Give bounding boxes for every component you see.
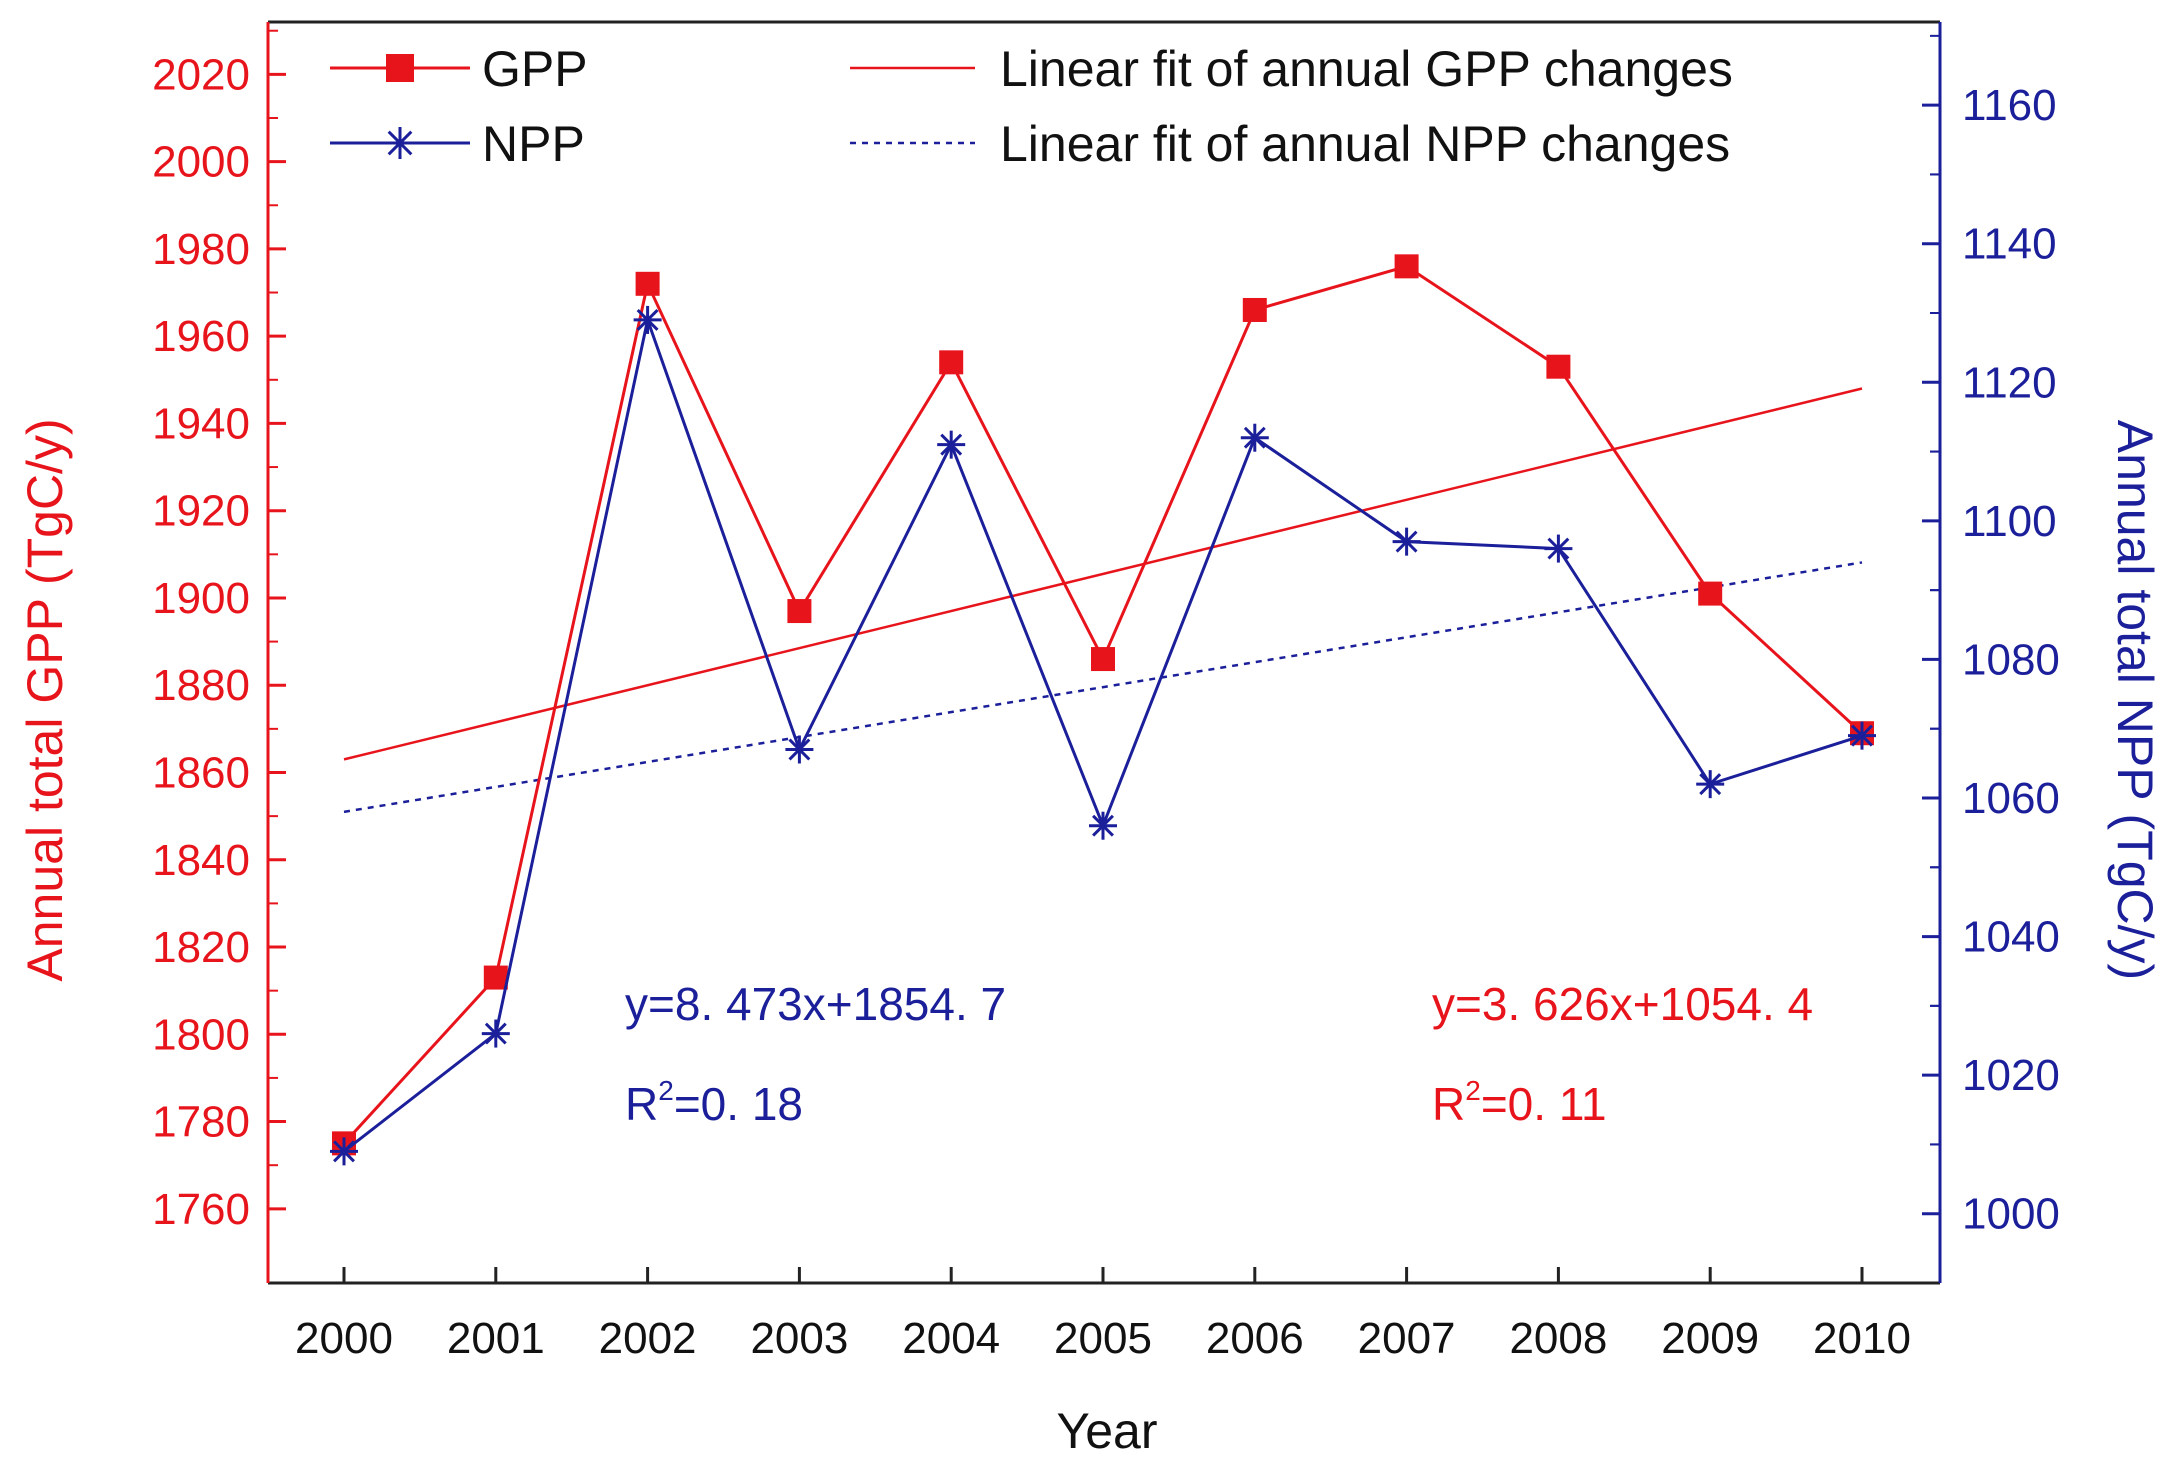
gpp-point-2003 xyxy=(787,599,812,624)
npp-point-2004 xyxy=(937,430,966,459)
x-tick-label: 2003 xyxy=(750,1314,848,1363)
left-tick-label: 1780 xyxy=(152,1098,250,1147)
gpp-point-2001 xyxy=(483,965,508,990)
right-tick-label: 1040 xyxy=(1962,913,2060,962)
npp-point-2003 xyxy=(785,735,814,764)
npp-point-2010 xyxy=(1848,721,1876,750)
axes: 2000 2001 2002 2003 2004 2005 2006 2007 2008 2009… xyxy=(152,20,2060,1363)
left-tick-label: 1940 xyxy=(152,399,250,448)
left-tick-label: 2020 xyxy=(152,50,250,99)
left-tick-label: 1900 xyxy=(152,574,250,623)
x-tick-label: 2001 xyxy=(447,1314,545,1363)
left-tick-label: 1820 xyxy=(152,923,250,972)
left-tick-label: 1960 xyxy=(152,312,250,361)
right-tick-label: 1120 xyxy=(1962,358,2057,407)
legend: GPP NPP Linear fit of annual GPP changes… xyxy=(330,41,1733,172)
x-axis-title: Year xyxy=(1056,1403,1157,1459)
left-tick-label: 2000 xyxy=(152,138,250,187)
x-tick-label: 2010 xyxy=(1813,1314,1911,1363)
legend-label-npp: NPP xyxy=(482,116,585,172)
right-tick-label: 1160 xyxy=(1962,81,2057,130)
left-tick-label: 1840 xyxy=(152,836,250,885)
left-tick-label: 1860 xyxy=(152,748,250,797)
gpp-point-2008 xyxy=(1546,354,1571,379)
legend-asterisk-icon xyxy=(384,127,416,159)
npp-fit-line xyxy=(343,561,1863,814)
npp-point-2001 xyxy=(481,1019,510,1048)
right-tick-label: 1060 xyxy=(1962,774,2060,823)
legend-item-gpp: GPP xyxy=(330,41,588,97)
npp-fit-r-squared: R2=0. 18 xyxy=(625,1075,803,1130)
x-tick-label: 2005 xyxy=(1054,1314,1152,1363)
legend-item-npp: NPP xyxy=(330,116,585,172)
x-tick-label: 2004 xyxy=(902,1314,1000,1363)
right-tick-label: 1000 xyxy=(1962,1190,2060,1239)
left-axis-title: Annual total GPP (TgC/y) xyxy=(17,418,73,981)
legend-label-npp-fit: Linear fit of annual NPP changes xyxy=(1000,116,1730,172)
fit-lines xyxy=(343,387,1863,814)
right-tick-label: 1080 xyxy=(1962,635,2060,684)
gpp-point-2006 xyxy=(1242,297,1267,322)
npp-point-2005 xyxy=(1089,811,1117,840)
gpp-fit-line xyxy=(343,387,1863,761)
npp-point-2008 xyxy=(1544,534,1573,563)
x-tick-label: 2000 xyxy=(295,1314,393,1363)
npp-point-2002 xyxy=(633,305,662,334)
npp-point-2000 xyxy=(330,1137,358,1166)
gpp-point-2007 xyxy=(1394,254,1419,279)
x-tick-label: 2009 xyxy=(1661,1314,1759,1363)
right-tick-label: 1100 xyxy=(1962,497,2057,546)
npp-fit-equation: y=8. 473x+1854. 7 xyxy=(625,978,1006,1030)
npp-point-2006 xyxy=(1240,423,1269,452)
x-tick-label: 2007 xyxy=(1358,1314,1456,1363)
legend-item-gpp-fit: Linear fit of annual GPP changes xyxy=(850,41,1733,97)
x-tick-label: 2008 xyxy=(1509,1314,1607,1363)
right-tick-label: 1140 xyxy=(1962,220,2057,269)
npp-point-2007 xyxy=(1392,527,1421,556)
gpp-fit-equation: y=3. 626x+1054. 4 xyxy=(1432,978,1813,1030)
legend-item-npp-fit: Linear fit of annual NPP changes xyxy=(850,116,1730,172)
left-tick-label: 1980 xyxy=(152,225,250,274)
left-tick-label: 1880 xyxy=(152,661,250,710)
gpp-point-2005 xyxy=(1091,647,1115,672)
left-tick-label: 1760 xyxy=(152,1185,250,1234)
right-axis-title: Annual total NPP (TgC/y) xyxy=(2107,420,2163,980)
gpp-fit-r-squared: R2=0. 11 xyxy=(1432,1075,1607,1130)
gpp-point-2004 xyxy=(939,350,964,375)
gpp-point-2002 xyxy=(635,271,660,296)
x-tick-label: 2006 xyxy=(1206,1314,1304,1363)
legend-marker-npp xyxy=(384,127,416,159)
left-tick-label: 1920 xyxy=(152,487,250,536)
legend-label-gpp: GPP xyxy=(482,41,588,97)
left-tick-label: 1800 xyxy=(152,1010,250,1059)
right-tick-label: 1020 xyxy=(1962,1051,2060,1100)
data-series xyxy=(330,254,1876,1166)
gpp-point-2009 xyxy=(1698,581,1723,606)
x-tick-label: 2002 xyxy=(599,1314,697,1363)
npp-point-2009 xyxy=(1696,770,1725,799)
legend-label-gpp-fit: Linear fit of annual GPP changes xyxy=(1000,41,1733,97)
